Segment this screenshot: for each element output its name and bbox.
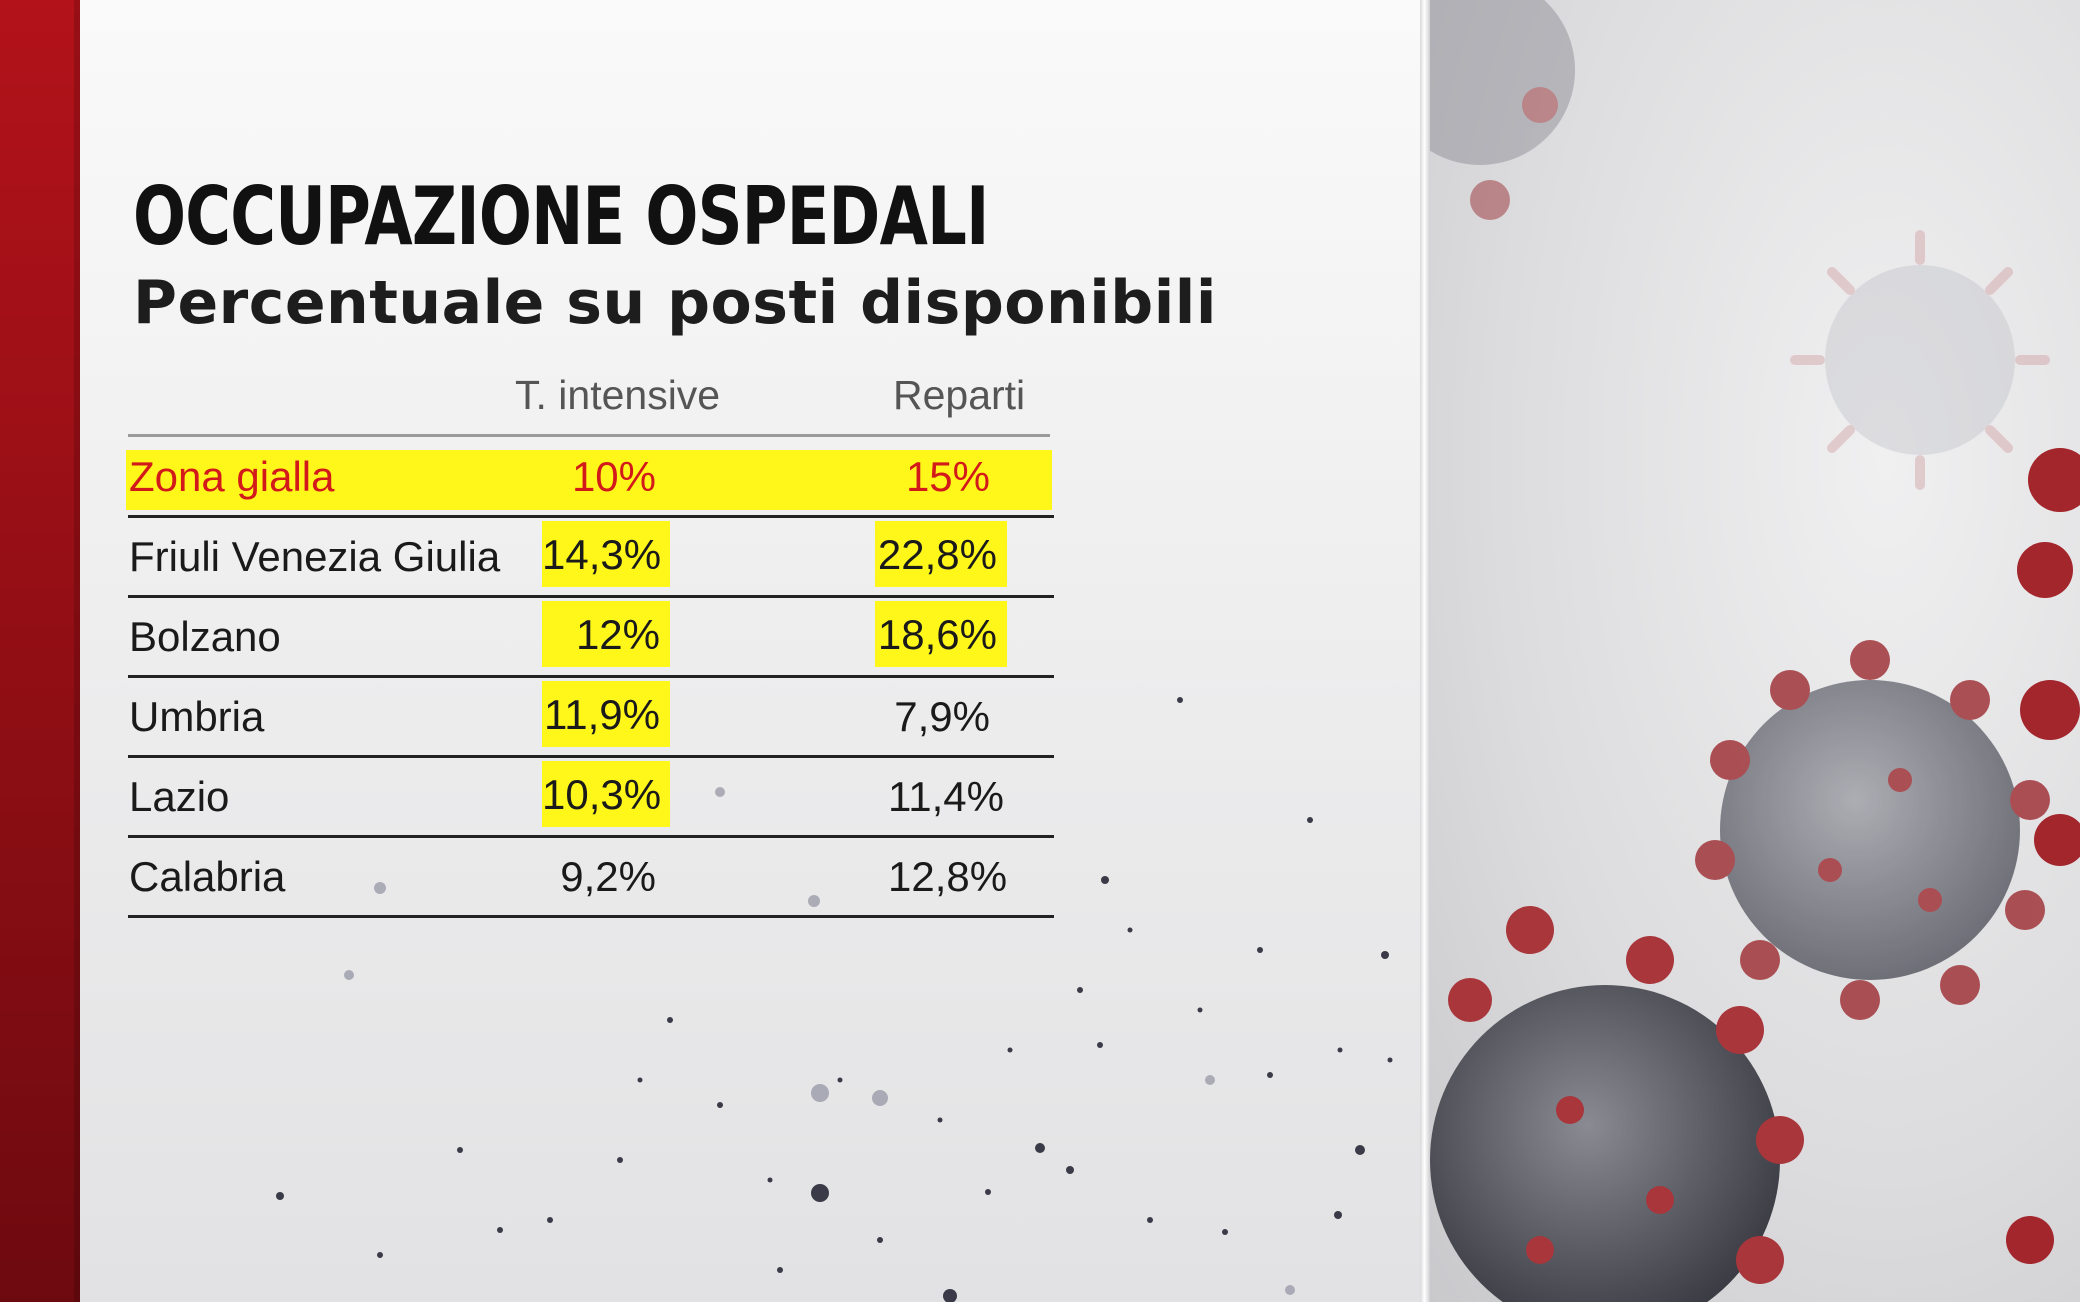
table-row: Friuli Venezia Giulia 14,3% 22,8% xyxy=(128,515,1054,598)
header-rule xyxy=(128,434,1050,437)
reparti-value: 11,4% xyxy=(888,773,1004,820)
panel-divider xyxy=(1420,0,1430,1302)
graphic-panel xyxy=(80,0,1420,1302)
threshold-row: Zona gialla 10% 15% xyxy=(126,435,1054,518)
row-label: Lazio xyxy=(129,773,230,820)
reparti-value: 18,6% xyxy=(875,601,1007,667)
intensive-value: 14,3% xyxy=(542,521,670,587)
virus-background-image xyxy=(1430,0,2080,1302)
threshold-reparti-value: 15% xyxy=(905,453,990,500)
row-label: Calabria xyxy=(129,853,286,900)
intensive-value: 10,3% xyxy=(542,761,670,827)
row-label: Bolzano xyxy=(129,613,281,660)
reparti-value: 12,8% xyxy=(888,853,1008,900)
chart-subtitle: Percentuale su posti disponibili xyxy=(133,268,1217,338)
row-label: Zona gialla xyxy=(129,453,335,500)
chart-title: OCCUPAZIONE OSPEDALI xyxy=(133,170,989,263)
threshold-intensive-value: 10% xyxy=(571,453,656,500)
intensive-value: 9,2% xyxy=(560,853,656,900)
reparti-value: 7,9% xyxy=(894,693,990,740)
intensive-value: 12% xyxy=(542,601,670,667)
table-row: Lazio 10,3% 11,4% xyxy=(128,755,1054,838)
intensive-value: 11,9% xyxy=(542,681,670,747)
row-label: Friuli Venezia Giulia xyxy=(129,533,501,580)
row-label: Umbria xyxy=(129,693,265,740)
particles-decoration xyxy=(276,697,1393,1302)
brand-side-strip xyxy=(0,0,80,1302)
table-row: Umbria 11,9% 7,9% xyxy=(128,675,1054,758)
column-header-reparti: Reparti xyxy=(893,372,1026,418)
threshold-highlight xyxy=(126,450,1052,510)
reparti-value: 22,8% xyxy=(875,521,1007,587)
table-row: Bolzano 12% 18,6% xyxy=(128,595,1054,678)
column-header-intensive: T. intensive xyxy=(515,372,721,418)
table-row: Calabria 9,2% 12,8% xyxy=(128,835,1054,918)
